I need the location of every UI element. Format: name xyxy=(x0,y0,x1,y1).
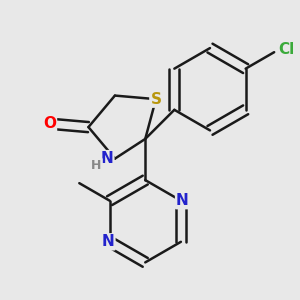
Text: N: N xyxy=(176,193,189,208)
Text: H: H xyxy=(92,159,102,172)
Text: N: N xyxy=(102,234,114,249)
Text: Cl: Cl xyxy=(279,42,295,57)
Text: S: S xyxy=(150,92,161,107)
Text: O: O xyxy=(43,116,56,131)
Text: N: N xyxy=(100,151,113,166)
